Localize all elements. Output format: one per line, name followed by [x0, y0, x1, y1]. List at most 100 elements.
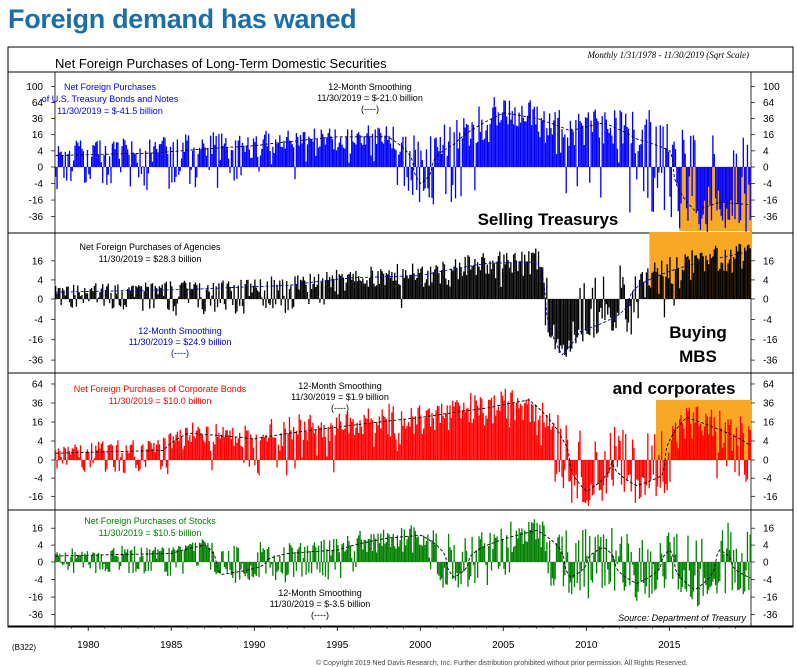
- bar: [106, 562, 108, 569]
- bar: [207, 285, 209, 299]
- bar: [371, 270, 374, 299]
- bar: [681, 129, 684, 167]
- bar: [81, 551, 83, 562]
- bar: [580, 460, 583, 478]
- bar: [146, 167, 148, 191]
- bar: [102, 167, 104, 184]
- bar: [142, 299, 144, 311]
- bar: [699, 167, 702, 230]
- bar: [232, 562, 234, 579]
- bar: [510, 119, 512, 167]
- series-label: of U.S. Treasury Bonds and Notes: [42, 94, 179, 104]
- bar: [640, 144, 642, 167]
- bar: [269, 424, 271, 460]
- bar: [598, 460, 601, 491]
- bar: [739, 244, 742, 299]
- bar: [681, 562, 684, 588]
- bar: [371, 133, 374, 167]
- bar: [265, 130, 267, 167]
- bar: [659, 125, 661, 167]
- bar: [560, 299, 562, 346]
- bar: [719, 410, 721, 460]
- bar: [227, 158, 230, 167]
- bar: [533, 519, 536, 562]
- bar: [540, 445, 542, 460]
- bar: [542, 402, 544, 460]
- bar: [470, 138, 472, 167]
- smoothing-label: (----): [361, 104, 379, 114]
- bar: [179, 429, 181, 460]
- bar: [597, 121, 599, 167]
- bar: [191, 150, 194, 167]
- bar: [359, 420, 361, 460]
- bar: [737, 445, 739, 460]
- bar: [136, 562, 138, 569]
- bar: [744, 247, 746, 299]
- bar: [410, 167, 412, 181]
- bar: [333, 278, 335, 299]
- bar: [151, 161, 154, 167]
- bar: [501, 112, 504, 167]
- y-tick-label: 0: [763, 456, 769, 467]
- bar: [349, 272, 352, 299]
- bar: [483, 543, 486, 562]
- bar: [524, 403, 526, 460]
- bar: [417, 141, 419, 167]
- bar: [723, 167, 725, 203]
- bar: [284, 562, 286, 583]
- bar: [214, 444, 216, 460]
- bar: [229, 286, 231, 299]
- y-tick-label: 4: [37, 275, 43, 286]
- bar: [135, 154, 137, 167]
- bar: [364, 540, 367, 562]
- bar: [593, 299, 595, 338]
- bar: [620, 112, 623, 167]
- bar: [118, 158, 120, 167]
- bar: [363, 283, 365, 299]
- bar: [745, 460, 747, 482]
- bar: [291, 439, 293, 460]
- bar: [299, 419, 302, 460]
- bar: [438, 273, 440, 299]
- bar: [388, 534, 390, 562]
- bar: [604, 451, 606, 460]
- bar: [171, 448, 173, 460]
- bar: [703, 426, 706, 460]
- bar: [564, 562, 566, 576]
- bar: [494, 537, 497, 562]
- bar: [445, 562, 447, 585]
- bar: [268, 299, 270, 304]
- bar: [674, 269, 677, 299]
- bar: [651, 167, 653, 212]
- bar: [616, 460, 619, 467]
- bar: [74, 295, 76, 299]
- y-tick-label: 16: [32, 524, 44, 535]
- bar: [248, 562, 251, 581]
- y-tick-label: -4: [34, 315, 43, 326]
- bar: [719, 562, 721, 582]
- bar: [272, 299, 274, 309]
- bar: [583, 283, 585, 299]
- bar: [474, 562, 476, 584]
- bar: [120, 299, 122, 307]
- bar: [708, 434, 710, 460]
- bar: [205, 155, 208, 167]
- bar: [618, 299, 620, 316]
- bar: [504, 264, 506, 299]
- bar: [59, 553, 61, 562]
- bar: [403, 167, 405, 186]
- bar: [59, 287, 61, 299]
- bar: [341, 144, 343, 167]
- bar: [690, 562, 692, 597]
- bar: [178, 167, 180, 175]
- bar: [341, 429, 343, 460]
- bar: [139, 557, 141, 562]
- bar: [688, 259, 690, 299]
- bar: [601, 116, 603, 167]
- bar: [259, 155, 262, 167]
- bar: [348, 274, 350, 299]
- bar: [254, 460, 256, 466]
- bar: [539, 415, 541, 460]
- bar: [380, 269, 382, 299]
